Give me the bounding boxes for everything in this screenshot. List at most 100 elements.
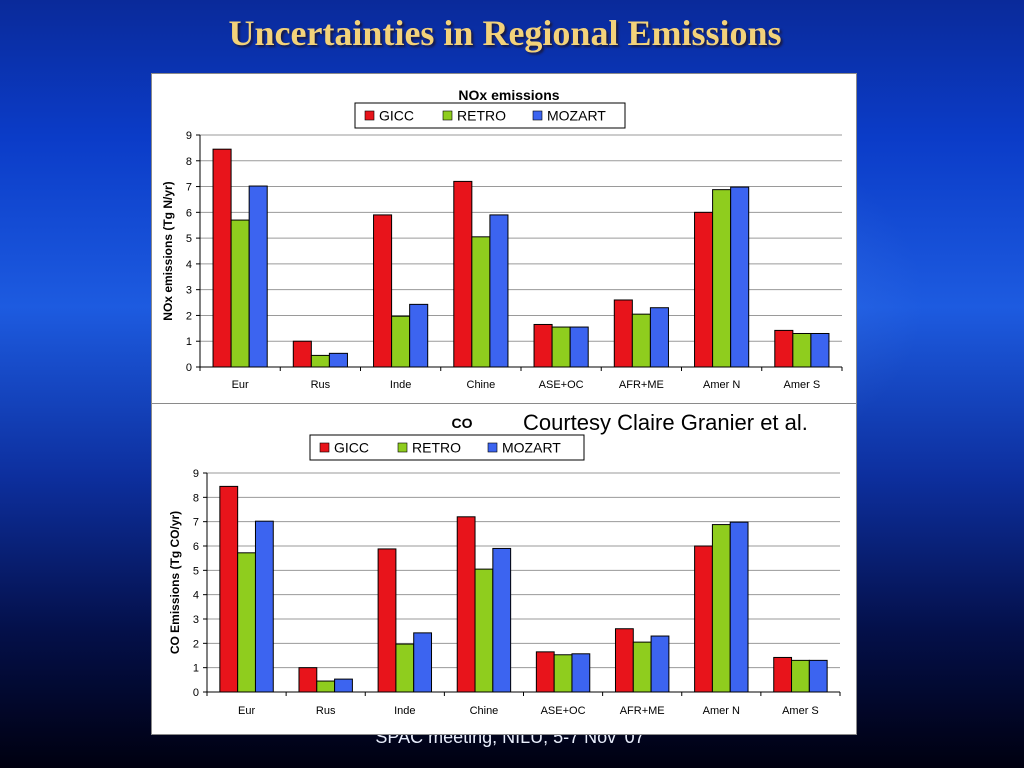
nox-legend-label-mozart: MOZART	[547, 108, 606, 124]
co-ytick-label: 6	[193, 541, 199, 553]
nox-bar-mozart	[649, 307, 669, 368]
co-legend-label-mozart: MOZART	[502, 440, 561, 456]
co-bar-retro	[553, 654, 573, 693]
nox-bar-retro	[471, 236, 491, 368]
co-bar-retro	[791, 659, 810, 693]
nox-legend-swatch-mozart	[532, 110, 543, 121]
co-ytick-label: 4	[193, 590, 199, 602]
nox-legend-label-retro: RETRO	[457, 108, 506, 124]
nox-bar-mozart	[810, 332, 830, 368]
co-bar-gicc	[694, 545, 713, 693]
co-legend-label-gicc: GICC	[334, 440, 369, 456]
nox-bar-mozart	[730, 186, 750, 368]
co-bar-retro	[395, 643, 415, 693]
co-xtick-label: Chine	[470, 705, 499, 717]
co-bar-retro	[237, 552, 256, 693]
co-legend-swatch-retro	[397, 442, 408, 453]
co-bar-mozart	[334, 678, 353, 693]
co-ytick-label: 7	[193, 517, 199, 529]
co-bar-mozart	[650, 635, 670, 693]
co-bar-mozart	[413, 632, 433, 693]
nox-xtick-label: Amer N	[703, 379, 740, 391]
nox-bar-mozart	[489, 214, 509, 368]
nox-bar-gicc	[694, 211, 714, 368]
co-bar-retro	[316, 680, 336, 693]
nox-bar-gicc	[212, 148, 232, 368]
co-bar-gicc	[773, 656, 793, 693]
nox-bar-gicc	[533, 323, 553, 368]
courtesy-note: Courtesy Claire Granier et al.	[523, 410, 808, 435]
co-ytick-label: 3	[193, 614, 199, 626]
nox-legend-label-gicc: GICC	[379, 108, 414, 124]
co-legend	[309, 434, 585, 461]
nox-bar-gicc	[373, 214, 393, 368]
nox-legend	[354, 102, 626, 129]
nox-xtick-label: Chine	[467, 379, 496, 391]
nox-ytick-label: 4	[186, 259, 192, 271]
co-bar-retro	[474, 568, 494, 693]
nox-y-axis-label: NOx emissions (Tg N/yr)	[161, 181, 175, 320]
co-xtick-label: Amer N	[703, 705, 740, 717]
nox-bar-mozart	[328, 352, 348, 368]
co-ytick-label: 1	[193, 663, 199, 675]
nox-ytick-label: 9	[186, 130, 192, 142]
nox-bar-retro	[230, 219, 250, 368]
co-y-axis-label: CO Emissions (Tg CO/yr)	[168, 511, 182, 654]
co-xtick-label: Inde	[394, 705, 415, 717]
co-bar-gicc	[377, 548, 397, 693]
nox-xtick-label: Inde	[390, 379, 411, 391]
nox-ytick-label: 1	[186, 336, 192, 348]
nox-chart-panel: 0 1 2 3 4 5 6 7 8 9 Eur Rus Inde Chine ASE+OC AFR+ME Ame…	[151, 73, 857, 405]
nox-xtick-label: Rus	[311, 379, 331, 391]
co-xtick-label: Eur	[238, 705, 255, 717]
nox-xtick-label: ASE+OC	[539, 379, 584, 391]
co-ytick-label: 2	[193, 638, 199, 650]
nox-bar-mozart	[248, 185, 268, 368]
nox-bar-gicc	[774, 329, 794, 368]
nox-chart: 0 1 2 3 4 5 6 7 8 9 Eur Rus Inde Chine ASE+OC AFR+ME Ame…	[161, 87, 843, 391]
nox-bar-retro	[551, 326, 571, 368]
nox-ytick-label: 5	[186, 233, 192, 245]
co-xtick-label: Amer S	[782, 705, 819, 717]
co-ytick-label: 0	[193, 687, 199, 699]
nox-ytick-label: 0	[186, 362, 192, 374]
co-chart-title: CO	[452, 415, 473, 431]
co-bar-mozart	[571, 653, 591, 693]
nox-ytick-label: 3	[186, 285, 192, 297]
co-bar-gicc	[456, 516, 476, 693]
nox-bar-gicc	[292, 340, 312, 368]
nox-ytick-label: 6	[186, 207, 192, 219]
co-bar-gicc	[298, 667, 318, 693]
co-ytick-label: 8	[193, 492, 199, 504]
nox-xtick-label: Amer S	[784, 379, 821, 391]
nox-bar-gicc	[613, 299, 633, 368]
co-bar-gicc	[219, 485, 239, 693]
nox-bar-retro	[712, 189, 732, 368]
co-bar-gicc	[535, 651, 555, 693]
nox-bar-retro	[310, 354, 330, 368]
co-bar-gicc	[614, 628, 634, 693]
slide-title: Uncertainties in Regional Emissions	[228, 13, 782, 53]
nox-legend-swatch-gicc	[364, 110, 375, 121]
nox-chart-title: NOx emissions	[458, 87, 559, 103]
co-legend-label-retro: RETRO	[412, 440, 461, 456]
co-legend-swatch-mozart	[487, 442, 498, 453]
nox-xtick-label: Eur	[232, 379, 249, 391]
nox-bar-mozart	[409, 303, 429, 368]
nox-bar-retro	[631, 313, 651, 368]
nox-legend-swatch-retro	[442, 110, 453, 121]
co-bar-retro	[711, 524, 731, 693]
nox-ytick-label: 8	[186, 156, 192, 168]
nox-xtick-label: AFR+ME	[619, 379, 664, 391]
nox-ytick-label: 2	[186, 310, 192, 322]
co-bar-mozart	[254, 520, 274, 693]
co-bar-mozart	[808, 659, 828, 693]
co-ytick-label: 5	[193, 565, 199, 577]
co-xtick-label: AFR+ME	[620, 705, 665, 717]
co-chart-panel: 0 1 2 3 4 5 6 7 8 9 Eur Rus Inde Chine ASE+OC AFR+ME Ame…	[151, 403, 857, 735]
co-bar-mozart	[492, 547, 512, 693]
nox-bar-mozart	[569, 326, 589, 368]
co-ytick-label: 9	[193, 468, 199, 480]
nox-bar-gicc	[453, 180, 473, 368]
nox-bar-retro	[792, 332, 812, 368]
